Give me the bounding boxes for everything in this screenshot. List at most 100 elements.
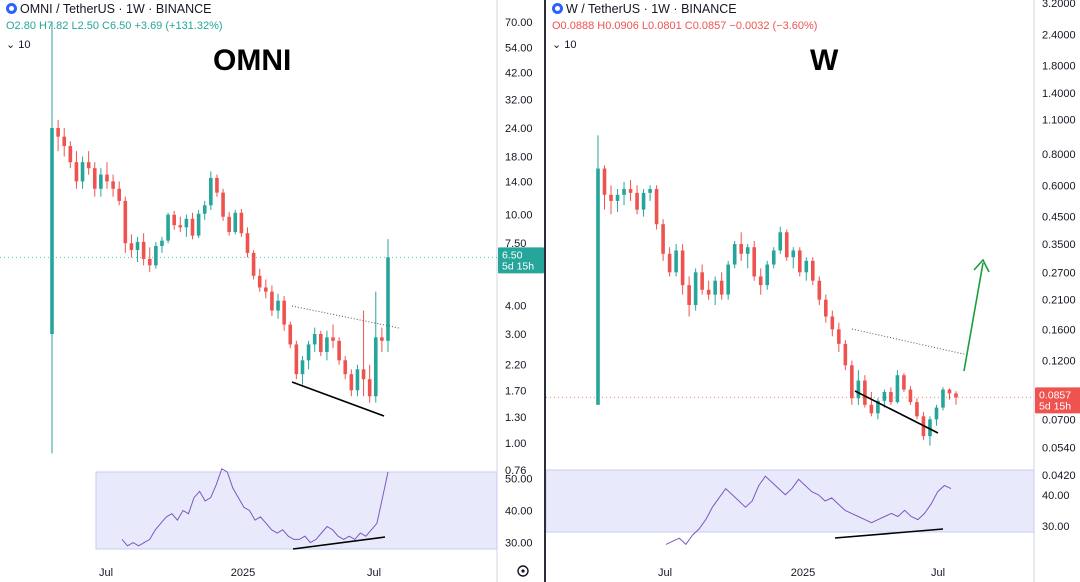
candle-body [99,174,103,189]
candle-body [811,260,815,281]
panel-divider[interactable] [544,0,546,582]
candle-body [758,276,763,286]
candle-body [615,194,620,201]
price-tick-label: 10.00 [505,210,533,222]
candle-body [196,213,201,236]
chart-annotation-label: OMNI [213,44,292,77]
indicator-toggle[interactable]: ⌄ 10 [6,38,31,51]
candle-body [184,218,189,228]
candle-body [74,162,79,182]
price-tick-label: 42.00 [505,68,533,80]
candle-body [123,200,128,244]
price-tick-label: 0.6000 [1042,180,1076,192]
last-price-box [498,247,544,274]
candle-body [863,380,867,405]
candle-body [641,192,646,210]
price-tick-label: 1.1000 [1042,114,1076,126]
candle-body [306,344,311,361]
candle-body [257,275,262,288]
w-chart-panel[interactable]: 3.2000 2.4000 1.8000 1.4000 1.1000 0.8000 0.60… [546,0,1080,582]
candle-body [934,407,939,420]
candle-body [239,212,244,234]
indicator-length: 10 [564,39,577,51]
time-tick-label: Jul [658,567,672,579]
candle-body [947,389,952,394]
candle-body [172,214,176,226]
candle-body [245,233,250,253]
candle-body [719,280,724,295]
candle-body [178,225,183,228]
rsi-line [121,468,389,547]
omni-chart-panel[interactable]: 70.00 54.00 42.00 32.00 24.00 18.00 14.00 10.00… [0,0,544,582]
symbol-header[interactable]: W / TetherUS · 1W · BINANCE [552,2,737,16]
chevron-down-icon: ⌄ [6,39,16,51]
rsi-line [665,475,952,546]
candle-body [693,272,698,306]
candle-body [628,189,633,193]
last-price-value: 0.0857 [1039,389,1071,401]
price-tick-label: 0.4500 [1042,212,1076,224]
candle-body [129,243,134,251]
candle-body [264,287,268,292]
candle-body [824,299,828,317]
indicator-toggle[interactable]: ⌄ 10 [552,38,577,51]
rsi-divergence-line [834,528,944,539]
candle-body [367,379,372,397]
ohlc-change: −0.0032 (−3.60%) [729,20,818,32]
last-price-box [1035,387,1080,414]
candle-body [915,402,919,417]
candle-body [876,400,880,414]
candle-body [609,194,613,201]
price-tick-label: 0.76 [505,465,526,477]
time-tick-label: 2025 [231,567,255,579]
ohlc-low: L2.50 [71,20,99,32]
candle-body [784,232,789,258]
rsi-tick-label: 30.00 [505,538,533,550]
candle-body [251,252,256,276]
candle-body [190,218,195,236]
candle-body [902,375,906,390]
candle-body [700,272,704,290]
w-chart-svg[interactable]: 3.2000 2.4000 1.8000 1.4000 1.1000 0.8000 0.60… [546,0,1080,582]
candle-body [837,329,841,344]
price-tick-label: 18.00 [505,152,533,164]
candle-body [373,337,378,397]
ohlc-open: O2.80 [6,20,36,32]
chart-annotation-label: W [810,44,839,77]
symbol-header[interactable]: OMNI / TetherUS · 1W · BINANCE [6,2,211,16]
candle-body [804,260,809,273]
omni-chart-svg[interactable]: 70.00 54.00 42.00 32.00 24.00 18.00 14.00 10.00… [0,0,544,582]
ohlc-close: C0.0857 [684,20,727,32]
candle-body [856,380,861,399]
settings-gear-icon[interactable] [517,565,529,577]
time-tick-label: Jul [367,567,381,579]
candle-body [337,340,341,361]
candle-body [687,285,691,306]
price-tick-label: 1.4000 [1042,88,1076,100]
candle-body [209,177,213,206]
ohlc-close: C6.50 [102,20,132,32]
price-tick-label: 24.00 [505,123,533,135]
candle-body [661,224,665,254]
candle-body [117,188,121,201]
price-tick-label: 0.2700 [1042,267,1076,279]
candle-body [154,245,158,266]
ohlc-high: H7.82 [39,20,69,32]
indicator-length: 10 [18,39,31,51]
price-tick-label: 0.0540 [1042,443,1076,455]
projection-arrow [963,262,984,372]
last-price-value: 6.50 [502,249,523,261]
candle-body [361,369,366,380]
candle-body [680,250,685,286]
rsi-tick-label: 50.00 [505,473,533,485]
candle-body [622,189,626,195]
candle-body [147,258,152,266]
price-tick-label: 1.8000 [1042,61,1076,73]
candle-body [319,333,323,353]
rsi-tick-label: 30.00 [1042,521,1070,533]
support-trendline [291,381,385,417]
ohlc-legend: O2.80 H7.82 L2.50 C6.50 +3.69 (+131.32%) [6,20,223,32]
support-trendline [854,390,939,434]
candle-body [86,162,91,169]
price-tick-label: 70.00 [505,17,533,29]
